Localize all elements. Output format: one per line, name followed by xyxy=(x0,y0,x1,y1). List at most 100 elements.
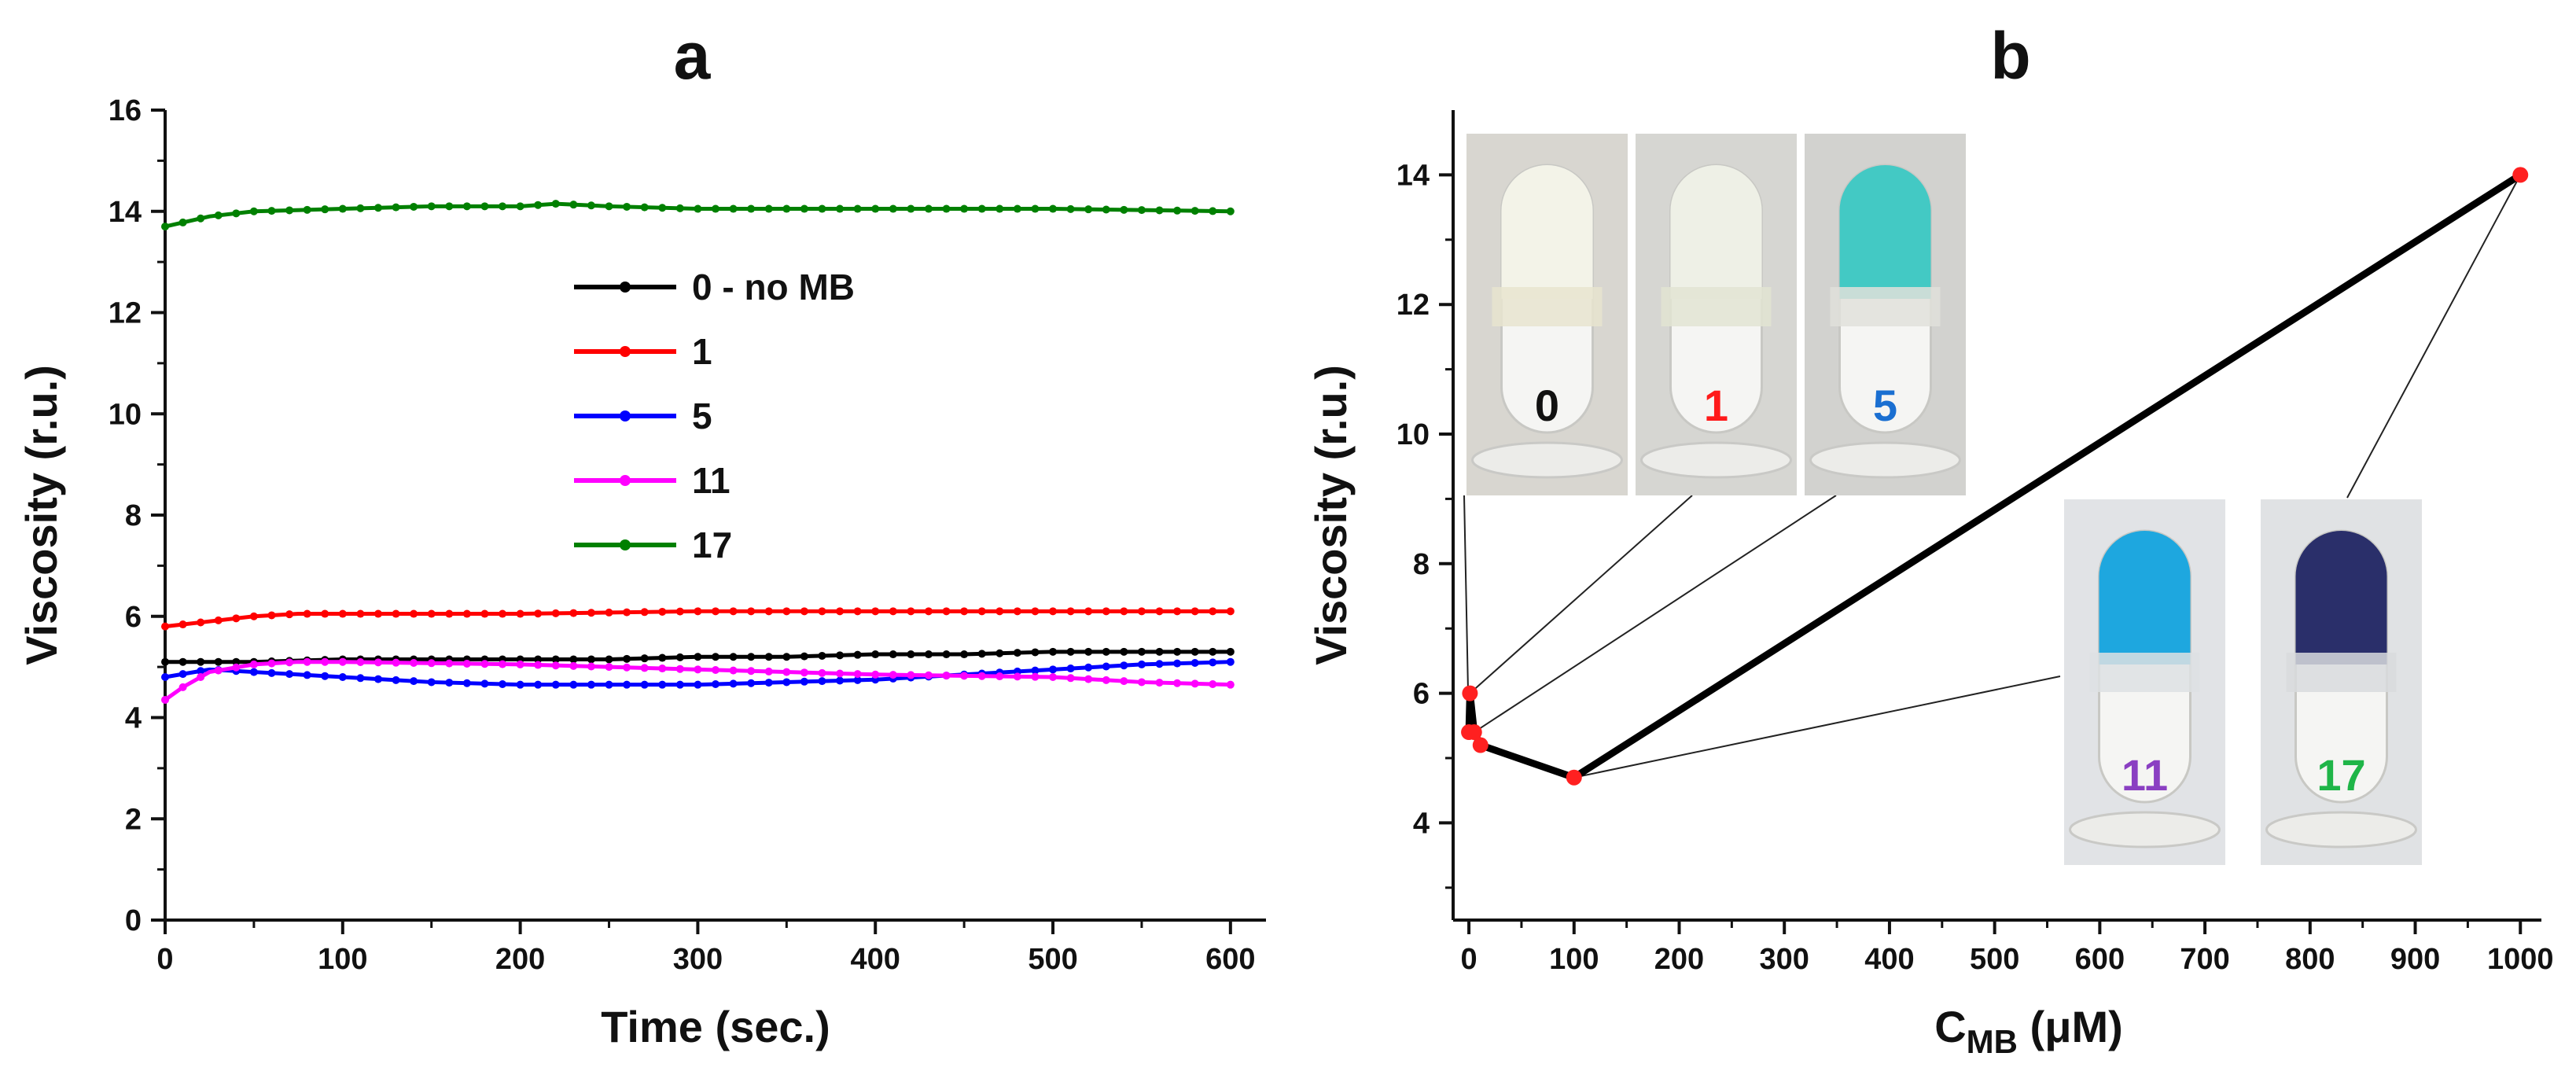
series-point-1 xyxy=(907,607,915,616)
series-point-2 xyxy=(178,670,187,679)
series-point-2 xyxy=(499,680,507,689)
series-point-3 xyxy=(960,672,969,680)
series-point-2 xyxy=(249,668,258,676)
series-point-0 xyxy=(1084,647,1093,656)
series-point-2 xyxy=(1190,658,1199,667)
x-tick-label-a: 0 xyxy=(156,943,173,976)
series-point-4 xyxy=(605,202,613,211)
series-point-4 xyxy=(1031,204,1040,213)
series-point-0 xyxy=(1209,647,1217,656)
x-axis-title-unit: (μM) xyxy=(2018,1002,2123,1051)
legend-marker-4 xyxy=(620,539,631,550)
y-tick-label-a: 14 xyxy=(109,196,142,229)
series-point-2 xyxy=(480,679,489,688)
vial-photo-inset: 5 xyxy=(1805,134,1966,495)
series-point-1 xyxy=(427,609,436,618)
series-point-3 xyxy=(321,657,329,666)
series-point-1 xyxy=(516,609,524,618)
series-point-3 xyxy=(356,658,365,667)
chart-panel-b: 0 100 200 300 400 500 600 700 800 900 100046810121… xyxy=(1306,110,2554,1060)
series-point-0 xyxy=(587,655,595,664)
series-point-2 xyxy=(534,680,543,689)
series-point-1 xyxy=(356,609,365,618)
series-point-4 xyxy=(1137,206,1146,215)
y-tick-label-a: 6 xyxy=(125,601,142,634)
series-point-0 xyxy=(1102,647,1110,656)
y-tick-label-a: 4 xyxy=(125,702,142,735)
series-point-4 xyxy=(747,204,756,213)
legend-label-4: 17 xyxy=(692,525,732,565)
vial-liquid xyxy=(2099,531,2191,664)
data-point xyxy=(1462,685,1478,701)
series-point-3 xyxy=(818,668,826,677)
series-point-0 xyxy=(161,657,169,666)
series-point-4 xyxy=(303,205,311,214)
series-point-2 xyxy=(800,677,808,686)
series-point-1 xyxy=(587,609,595,617)
y-axis-title-a: Viscosity (r.u.) xyxy=(17,365,66,665)
series-point-4 xyxy=(587,201,595,210)
series-point-1 xyxy=(818,607,826,616)
series-point-0 xyxy=(694,653,702,661)
series-point-1 xyxy=(871,607,880,616)
series-point-2 xyxy=(1137,660,1146,668)
series-point-1 xyxy=(338,609,347,618)
series-point-1 xyxy=(623,608,631,617)
series-point-1 xyxy=(995,607,1004,616)
series-point-1 xyxy=(1155,607,1164,616)
legend-marker-2 xyxy=(620,410,631,422)
series-point-1 xyxy=(1013,607,1021,616)
x-tick-label-b: 200 xyxy=(1654,943,1704,976)
series-point-2 xyxy=(853,676,862,684)
series-point-4 xyxy=(836,204,845,213)
series-point-0 xyxy=(551,655,560,664)
series-point-4 xyxy=(853,204,862,213)
series-point-4 xyxy=(907,204,915,213)
series-point-3 xyxy=(1049,673,1058,681)
series-point-2 xyxy=(267,668,276,677)
series-point-3 xyxy=(427,659,436,668)
series-point-1 xyxy=(1209,607,1217,616)
x-axis-title-sub: MB xyxy=(1967,1023,2018,1060)
series-point-0 xyxy=(640,654,649,663)
series-point-3 xyxy=(178,683,187,691)
series-point-0 xyxy=(675,653,684,661)
series-point-1 xyxy=(1226,607,1235,616)
series-point-0 xyxy=(605,655,613,664)
series-point-1 xyxy=(232,614,241,623)
series-point-4 xyxy=(729,204,738,213)
series-point-0 xyxy=(712,653,719,661)
vial-label: 5 xyxy=(1873,381,1897,430)
series-point-1 xyxy=(942,607,951,616)
series-point-4 xyxy=(889,204,897,213)
series-point-4 xyxy=(232,209,241,218)
series-point-1 xyxy=(480,609,489,618)
series-point-2 xyxy=(782,678,791,687)
vial-liquid xyxy=(1670,165,1762,299)
series-point-1 xyxy=(729,607,738,616)
series-point-3 xyxy=(499,660,507,668)
series-point-2 xyxy=(587,680,595,689)
vial-tape xyxy=(2286,653,2397,692)
series-point-2 xyxy=(818,677,826,686)
x-tick-label-b: 1000 xyxy=(2487,943,2554,976)
series-point-1 xyxy=(1066,607,1075,616)
legend-label-1: 1 xyxy=(692,331,712,372)
series-point-2 xyxy=(764,679,773,687)
series-point-1 xyxy=(410,609,418,618)
series-point-0 xyxy=(623,654,631,663)
series-point-2 xyxy=(836,676,845,685)
series-point-1 xyxy=(1084,607,1093,616)
series-point-0 xyxy=(853,650,862,659)
series-point-1 xyxy=(161,622,169,631)
series-point-3 xyxy=(605,663,613,672)
series-point-3 xyxy=(889,671,897,679)
series-point-0 xyxy=(1120,647,1128,656)
series-point-2 xyxy=(1173,659,1182,668)
series-point-3 xyxy=(569,661,578,670)
series-point-1 xyxy=(249,612,258,620)
series-point-4 xyxy=(267,207,276,215)
series-point-2 xyxy=(516,680,524,689)
series-point-2 xyxy=(551,680,560,689)
